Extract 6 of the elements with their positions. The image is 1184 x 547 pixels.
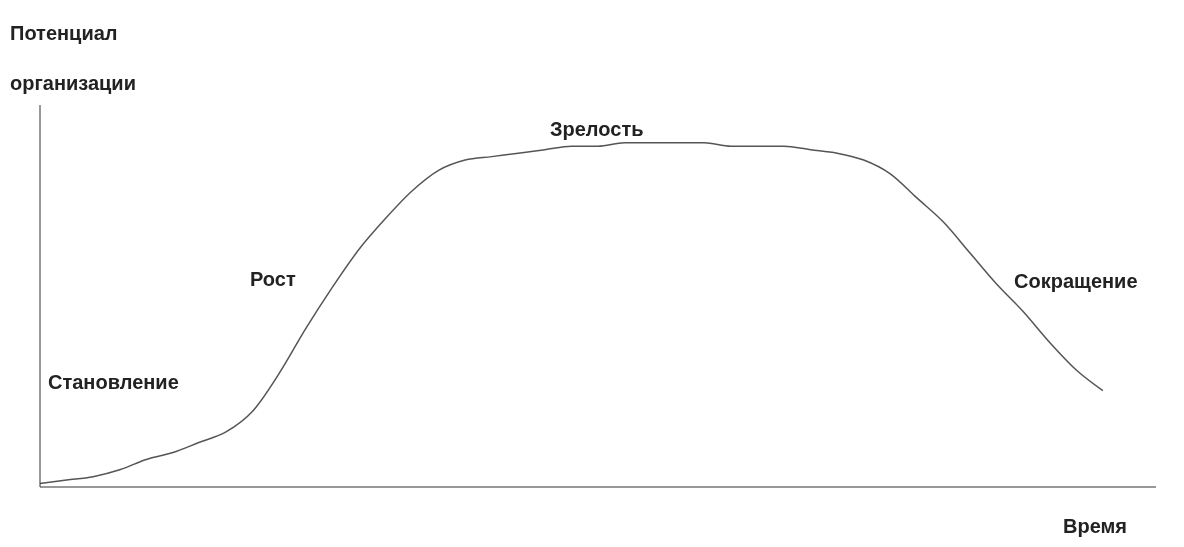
annotation: Становление: [48, 371, 179, 394]
text: Потенциал организации: [10, 22, 136, 94]
annotation: Сокращение: [1014, 270, 1138, 293]
x-axis-title: Время: [1063, 515, 1127, 538]
text: Зрелость: [550, 118, 644, 141]
annotation: Рост: [250, 268, 296, 291]
